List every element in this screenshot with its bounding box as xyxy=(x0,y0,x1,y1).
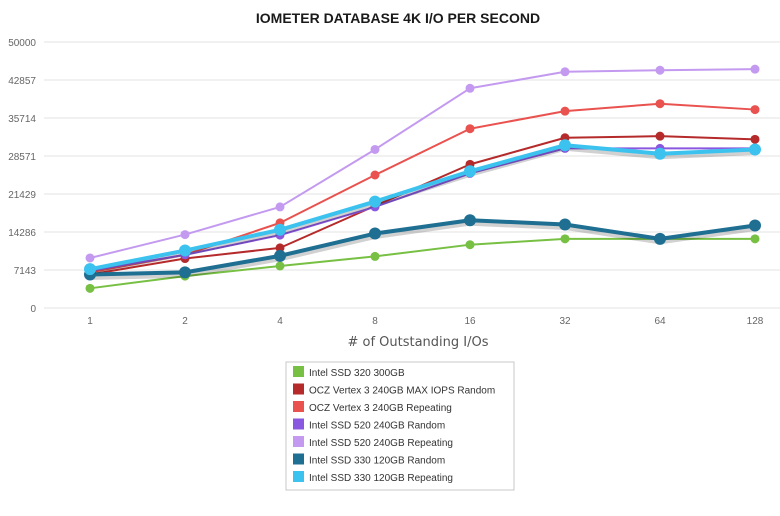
y-axis-ticks: 0 7143 14286 21429 28571 35714 42857 50000 xyxy=(8,38,36,315)
data-point xyxy=(85,283,95,293)
x-tick-label: 8 xyxy=(372,316,378,327)
y-tick-label: 50000 xyxy=(8,38,36,49)
data-point xyxy=(750,234,760,244)
y-tick-label: 28571 xyxy=(8,152,36,163)
data-point xyxy=(655,65,665,75)
x-tick-label: 16 xyxy=(464,316,476,327)
legend: Intel SSD 320 300GB OCZ Vertex 3 240GB MA… xyxy=(285,361,515,491)
data-point xyxy=(370,170,380,180)
data-point xyxy=(750,105,760,115)
series-line xyxy=(89,218,756,277)
legend-swatch xyxy=(293,366,304,377)
legend-label: OCZ Vertex 3 240GB Repeating xyxy=(309,403,452,414)
legend-label: Intel SSD 330 120GB Repeating xyxy=(309,473,453,484)
x-tick-label: 4 xyxy=(277,316,283,327)
series-6 xyxy=(84,139,761,276)
data-point xyxy=(274,223,286,236)
data-point xyxy=(750,134,760,144)
data-point xyxy=(749,219,761,232)
legend-label: Intel SSD 320 300GB xyxy=(309,368,405,379)
y-tick-label: 7143 xyxy=(14,266,37,277)
data-point xyxy=(749,143,761,156)
series-4 xyxy=(85,64,760,263)
x-tick-label: 128 xyxy=(747,316,764,327)
legend-label: Intel SSD 330 120GB Random xyxy=(309,456,445,467)
data-point xyxy=(750,64,760,74)
data-point xyxy=(465,124,475,134)
series-line xyxy=(89,102,756,274)
legend-label: OCZ Vertex 3 240GB MAX IOPS Random xyxy=(309,386,495,397)
data-point xyxy=(560,67,570,77)
legend-swatch xyxy=(293,453,304,465)
data-point xyxy=(464,214,476,227)
data-point xyxy=(85,253,95,263)
x-tick-label: 1 xyxy=(87,316,93,327)
series-group xyxy=(84,64,761,293)
y-tick-label: 14286 xyxy=(8,228,36,239)
data-point xyxy=(180,230,190,240)
data-point xyxy=(179,266,191,279)
data-point xyxy=(464,165,476,178)
data-point xyxy=(654,232,666,245)
data-point xyxy=(655,99,665,109)
data-point xyxy=(654,147,666,160)
x-axis-label: # of Outstanding I/Os xyxy=(347,335,488,350)
y-tick-label: 0 xyxy=(30,304,36,315)
grid xyxy=(44,41,780,309)
series-line xyxy=(89,68,756,259)
data-point xyxy=(370,251,380,261)
legend-swatch xyxy=(293,418,304,430)
legend-swatch xyxy=(293,436,304,447)
data-point xyxy=(559,139,571,152)
data-point xyxy=(84,263,96,276)
data-point xyxy=(369,227,381,240)
x-tick-label: 32 xyxy=(559,316,571,327)
legend-items: Intel SSD 320 300GB OCZ Vertex 3 240GB MA… xyxy=(293,366,495,484)
data-point xyxy=(560,106,570,116)
legend-swatch xyxy=(293,383,304,395)
series-line xyxy=(89,143,756,272)
data-point xyxy=(274,249,286,262)
legend-swatch xyxy=(293,401,304,412)
data-point xyxy=(465,83,475,93)
series-line xyxy=(89,147,755,272)
data-point xyxy=(560,234,570,244)
x-axis-ticks: 1 2 4 8 16 32 64 128 xyxy=(87,316,764,327)
data-point xyxy=(369,195,381,208)
data-point xyxy=(179,244,191,257)
series-line xyxy=(89,237,755,290)
legend-label: Intel SSD 520 240GB Repeating xyxy=(309,438,453,449)
data-point xyxy=(275,261,285,271)
legend-label: Intel SSD 520 240GB Random xyxy=(309,421,445,432)
data-point xyxy=(370,144,380,154)
data-point xyxy=(655,131,665,141)
x-tick-label: 64 xyxy=(654,316,666,327)
data-point xyxy=(465,240,475,250)
legend-box xyxy=(285,361,515,491)
y-tick-label: 21429 xyxy=(8,190,36,201)
x-tick-label: 2 xyxy=(182,316,188,327)
legend-swatch xyxy=(293,471,304,482)
y-tick-label: 35714 xyxy=(8,114,36,125)
data-point xyxy=(559,218,571,231)
data-point xyxy=(275,202,285,212)
y-tick-label: 42857 xyxy=(8,76,36,87)
data-point xyxy=(275,243,285,253)
chart-title: IOMETER DATABASE 4K I/O PER SECOND xyxy=(256,10,540,26)
series-5 xyxy=(84,214,761,281)
